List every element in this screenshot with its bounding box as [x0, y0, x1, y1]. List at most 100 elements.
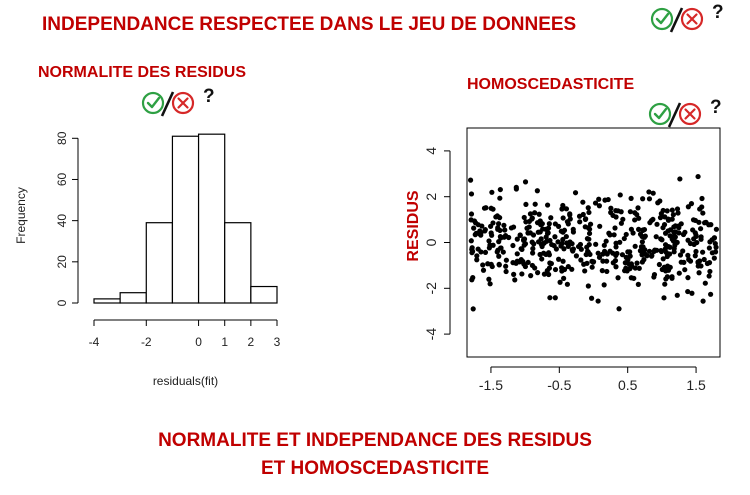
- status-mark-histogram: ?: [140, 86, 225, 118]
- scatter-point: [671, 233, 677, 239]
- scatter-point: [560, 258, 566, 264]
- scatter-point: [682, 267, 688, 273]
- scatter-point: [496, 261, 502, 268]
- scatter-point: [546, 265, 553, 271]
- scatter-point: [685, 275, 691, 281]
- scatter-point: [530, 246, 536, 252]
- scatter-point: [513, 184, 519, 190]
- scatter-point: [603, 238, 609, 244]
- scatter-point: [488, 205, 494, 211]
- scatter-point: [702, 280, 708, 286]
- scatter-point: [676, 270, 682, 276]
- y-axis-label: Frequency: [14, 187, 28, 244]
- scatter-point: [513, 260, 519, 266]
- scatter-point: [552, 266, 559, 273]
- scatter-point: [558, 228, 564, 234]
- scatter-point: [699, 204, 705, 210]
- scatter-point: [711, 255, 717, 261]
- scatter-point: [637, 231, 644, 237]
- scatter-point: [706, 245, 712, 251]
- scatter-point: [523, 201, 529, 208]
- scatter-point: [623, 267, 629, 273]
- scatter-point: [640, 227, 646, 233]
- y-tick-label: -4: [423, 328, 439, 341]
- scatter-point: [672, 223, 679, 229]
- scatter-point: [487, 281, 493, 287]
- cross-circle-icon: [680, 7, 704, 31]
- scatter-point: [626, 261, 632, 267]
- scatter-point: [569, 241, 575, 247]
- scatter-point: [615, 208, 621, 214]
- scatter-point: [617, 239, 623, 245]
- scatter-point: [646, 248, 653, 254]
- y-axis-label: RESIDUS: [405, 190, 422, 261]
- scatter-point: [560, 236, 566, 243]
- cross-circle-icon: [678, 102, 702, 126]
- status-mark-top: ?: [649, 2, 734, 34]
- scatter-point: [580, 211, 586, 218]
- histogram-bar: [145, 222, 174, 304]
- scatter-point: [596, 203, 602, 209]
- scatter-point: [559, 241, 565, 247]
- scatter-point: [613, 244, 619, 250]
- scatter-point: [596, 196, 602, 202]
- x-axis-label: residuals(fit): [153, 374, 218, 388]
- scatter-point: [577, 219, 583, 225]
- scatter-point: [701, 256, 707, 263]
- scatter-point: [634, 260, 640, 266]
- scatter-point: [606, 230, 612, 236]
- scatter-point: [706, 273, 712, 279]
- scatter-point: [521, 236, 528, 242]
- scatter-point: [662, 214, 668, 220]
- scatter-point: [700, 210, 706, 216]
- scatter-point: [468, 191, 475, 197]
- scatter-point: [540, 240, 546, 247]
- scatter-point: [712, 241, 718, 247]
- scatter-point: [658, 248, 665, 255]
- x-tick-label: -0.5: [547, 377, 571, 393]
- check-circle-icon: [650, 7, 674, 31]
- check-circle-icon: [648, 102, 672, 126]
- scatter-point: [646, 196, 653, 202]
- x-tick-label: 1.5: [686, 377, 706, 393]
- scatter-point: [468, 211, 475, 217]
- scatter-point: [503, 257, 509, 263]
- scatter-title: HOMOSCEDASTICITE: [467, 76, 635, 93]
- histogram-bar: [171, 135, 200, 304]
- scatter-point: [534, 188, 540, 194]
- y-tick-label: -2: [423, 282, 439, 295]
- scatter-point: [646, 189, 652, 195]
- scatter-point: [610, 260, 616, 266]
- scatter-point: [495, 247, 501, 253]
- scatter-point: [469, 245, 475, 251]
- scatter-point: [711, 235, 717, 241]
- x-tick-label: -4: [89, 335, 100, 349]
- scatter-point: [488, 261, 494, 268]
- scatter-point: [547, 260, 553, 266]
- y-tick-label: 0: [55, 299, 69, 306]
- scatter-point: [632, 265, 638, 271]
- scatter-point: [641, 257, 647, 263]
- scatter-point: [530, 250, 536, 256]
- scatter-point: [469, 250, 475, 256]
- scatter-point: [557, 279, 563, 285]
- y-tick-label: 40: [55, 214, 69, 228]
- x-tick-label: -2: [141, 335, 152, 349]
- scatter-point: [665, 217, 672, 223]
- scatter-point: [636, 226, 642, 232]
- scatter-point: [526, 224, 532, 230]
- scatter-point: [663, 249, 669, 256]
- main-title: INDEPENDANCE RESPECTEE DANS LE JEU DE DO…: [42, 14, 577, 35]
- scatter-point: [564, 281, 570, 287]
- scatter-point: [597, 223, 603, 229]
- scatter-point: [660, 225, 666, 231]
- scatter-point: [478, 249, 484, 255]
- scatter-point: [615, 275, 621, 281]
- scatter-point: [530, 232, 537, 238]
- scatter-point: [480, 262, 486, 268]
- scatter-point: [630, 230, 636, 236]
- scatter-point: [708, 291, 714, 297]
- scatter-point: [522, 179, 529, 185]
- scatter-point: [664, 274, 670, 280]
- scatter-point: [662, 242, 669, 248]
